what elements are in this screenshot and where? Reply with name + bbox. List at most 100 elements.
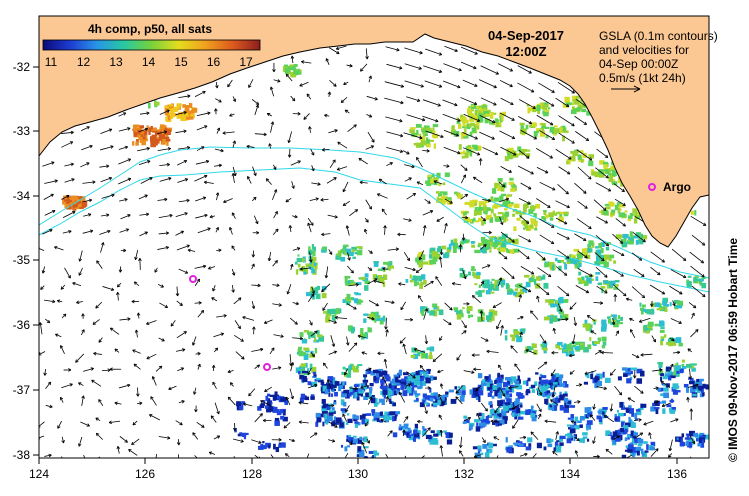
- sst-pixel: [605, 246, 610, 251]
- velocity-arrow: [544, 420, 557, 423]
- velocity-arrow: [650, 448, 659, 457]
- velocity-arrow-head: [462, 174, 467, 178]
- velocity-arrow: [76, 301, 83, 304]
- velocity-arrow-head: [619, 240, 624, 244]
- sst-pixel: [642, 308, 647, 312]
- sst-pixel: [434, 402, 438, 405]
- velocity-arrow-head: [512, 152, 517, 156]
- sst-pixel: [462, 120, 466, 126]
- sst-pixel: [74, 195, 77, 201]
- velocity-arrow: [492, 302, 502, 308]
- sst-pixel: [414, 423, 419, 429]
- velocity-arrow: [343, 81, 349, 85]
- velocity-arrow-head: [566, 255, 570, 259]
- velocity-arrow-head: [277, 79, 281, 83]
- sst-pixel: [479, 417, 483, 421]
- sst-pixel: [636, 368, 643, 374]
- velocity-arrow: [378, 178, 387, 185]
- sst-pixel: [542, 341, 548, 346]
- sst-pixel: [574, 262, 580, 267]
- sst-pixel: [445, 432, 451, 439]
- velocity-arrows: [39, 45, 707, 458]
- sst-pixel: [634, 412, 638, 419]
- velocity-arrow: [403, 416, 409, 423]
- sst-pixel: [413, 353, 419, 359]
- velocity-arrow: [387, 430, 393, 437]
- sst-pixel: [676, 437, 679, 441]
- velocity-arrow: [57, 300, 63, 303]
- sst-pixel: [322, 246, 326, 253]
- sst-pixel: [460, 267, 464, 272]
- sst-pixel: [489, 409, 495, 414]
- velocity-arrow-head: [125, 228, 130, 232]
- velocity-arrow: [243, 403, 253, 407]
- sst-pixel: [157, 129, 161, 132]
- velocity-arrow: [80, 329, 85, 336]
- sst-pixel: [396, 390, 399, 394]
- velocity-arrow: [288, 439, 295, 442]
- legend-line-1: GSLA (0.1m contours): [599, 29, 718, 43]
- sst-pixel: [690, 377, 694, 381]
- sst-pixel: [531, 347, 534, 351]
- velocity-arrow-head: [473, 176, 477, 180]
- velocity-arrow-head: [314, 432, 318, 436]
- velocity-arrow-head: [322, 362, 327, 367]
- velocity-arrow-head: [320, 198, 324, 202]
- sst-pixel: [293, 64, 298, 67]
- sst-pixel: [373, 416, 378, 421]
- sst-pixel: [675, 390, 681, 393]
- sst-pixel: [486, 207, 491, 211]
- velocity-arrow: [216, 127, 220, 134]
- velocity-arrow-head: [413, 348, 418, 352]
- sst-pixel: [507, 284, 511, 291]
- sst-pixel: [522, 286, 527, 292]
- velocity-arrow: [346, 225, 350, 236]
- sst-pixel: [431, 173, 435, 178]
- velocity-arrow-head: [544, 419, 548, 424]
- velocity-arrow-head: [205, 159, 210, 164]
- sst-pixel: [597, 410, 603, 414]
- sst-pixel: [397, 374, 401, 379]
- sst-pixel: [372, 419, 377, 422]
- sst-pixel: [334, 381, 340, 386]
- sst-pixel: [675, 337, 682, 343]
- sst-pixel: [598, 169, 605, 175]
- velocity-arrow: [555, 97, 570, 108]
- velocity-arrow: [462, 269, 467, 279]
- sst-pixel: [382, 281, 386, 287]
- velocity-arrow-head: [691, 312, 695, 317]
- sst-pixel: [493, 415, 499, 419]
- velocity-arrow-head: [629, 317, 633, 322]
- velocity-arrow: [92, 319, 100, 325]
- velocity-arrow: [387, 248, 399, 251]
- sst-pixel: [289, 66, 295, 69]
- velocity-arrow: [577, 200, 588, 209]
- sst-pixel: [598, 337, 601, 342]
- sst-pixel: [498, 387, 502, 394]
- sst-pixel: [544, 385, 548, 391]
- sst-pixel: [661, 337, 665, 341]
- velocity-arrow: [176, 300, 183, 306]
- sst-pixel: [328, 383, 334, 389]
- velocity-arrow-head: [623, 292, 627, 297]
- sst-pixel: [603, 209, 609, 216]
- sst-pixel: [471, 109, 475, 112]
- argo-float-marker: [263, 363, 271, 371]
- velocity-arrow-head: [366, 440, 370, 444]
- velocity-arrow-head: [50, 193, 54, 198]
- sst-pixel: [539, 122, 543, 126]
- sst-pixel: [629, 442, 634, 445]
- sst-pixel: [640, 308, 644, 315]
- sst-pixel: [698, 278, 703, 285]
- velocity-arrow: [399, 337, 406, 344]
- sst-pixel: [350, 327, 355, 334]
- sst-pixel: [404, 376, 410, 381]
- sst-pixel: [498, 122, 502, 126]
- velocity-arrow-head: [179, 302, 183, 306]
- sst-pixel: [650, 406, 656, 412]
- sst-pixel: [572, 260, 577, 265]
- sst-pixel: [135, 127, 139, 133]
- velocity-arrow-head: [369, 250, 373, 254]
- sst-pixel: [189, 116, 193, 120]
- velocity-arrow-head: [211, 364, 216, 369]
